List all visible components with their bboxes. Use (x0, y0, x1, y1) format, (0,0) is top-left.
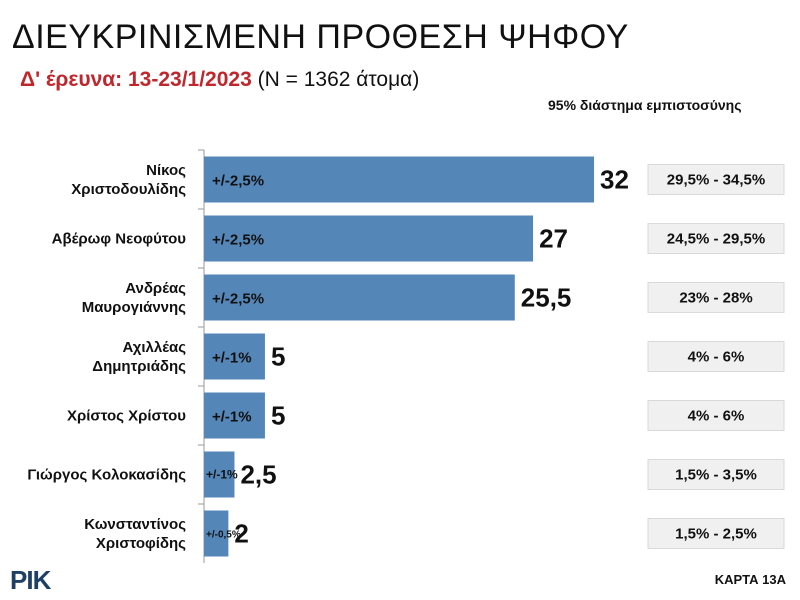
confidence-interval-label: 29,5% - 34,5% (667, 172, 765, 189)
sample-size-label: (Ν = 1362 άτομα) (251, 68, 420, 91)
value-label: 5 (271, 401, 285, 431)
value-label: 32 (600, 165, 629, 195)
confidence-interval-box (647, 341, 785, 372)
bar-1 (204, 215, 534, 262)
bar-0 (204, 156, 594, 203)
bar-3 (204, 333, 265, 380)
category-label: Ανδρέας Μαυρογιάννης (82, 280, 186, 316)
value-label: 27 (539, 224, 568, 254)
bar-4 (204, 392, 265, 439)
value-label: 5 (271, 342, 285, 372)
confidence-interval-box (647, 282, 785, 313)
page-title: ΔΙΕΥΚΡΙΝΙΣΜΕΝΗ ΠΡΟΘΕΣΗ ΨΗΦΟΥ (12, 18, 629, 56)
category-label: Γιώργος Κολοκασίδης (27, 467, 186, 484)
confidence-interval-label: 4% - 6% (688, 349, 745, 366)
confidence-interval-header: 95% διάστημα εμπιστοσύνης (548, 97, 742, 113)
bar-2 (204, 274, 515, 321)
category-label: Αχιλλέας Δημητριάδης (92, 339, 186, 375)
category-label: Νίκος Χριστοδουλίδης (71, 162, 186, 198)
value-label: 2,5 (240, 460, 276, 490)
bar-6 (204, 510, 229, 557)
confidence-interval-box (647, 223, 785, 254)
confidence-interval-label: 1,5% - 2,5% (675, 526, 757, 543)
margin-of-error-label: +/-2,5% (212, 232, 264, 249)
confidence-interval-label: 4% - 6% (688, 408, 745, 425)
margin-of-error-label: +/-1% (212, 409, 252, 426)
card-label: ΚΑΡΤΑ 13Α (714, 572, 786, 587)
margin-of-error-label: +/-2,5% (212, 291, 264, 308)
confidence-interval-box (647, 164, 785, 195)
confidence-interval-label: 23% - 28% (679, 290, 752, 307)
rik-logo: ΡΙΚ (10, 565, 51, 595)
confidence-interval-label: 24,5% - 29,5% (667, 231, 765, 248)
margin-of-error-label: +/-0,5% (206, 530, 241, 541)
category-label: Χρίστος Χρίστου (67, 408, 186, 425)
confidence-interval-box (647, 518, 785, 549)
margin-of-error-label: +/-1% (206, 468, 238, 482)
value-label: 25,5 (521, 283, 572, 313)
category-label: Αβέρωφ Νεοφύτου (52, 231, 187, 248)
confidence-interval-label: 1,5% - 3,5% (675, 467, 757, 484)
margin-of-error-label: +/-1% (212, 350, 252, 367)
category-label: Κωνσταντίνος Χριστοφίδης (84, 516, 186, 552)
confidence-interval-box (647, 400, 785, 431)
survey-date-label: Δ' έρευνα: 13-23/1/2023 (20, 68, 252, 91)
confidence-interval-box (647, 459, 785, 490)
survey-subtitle: Δ' έρευνα: 13-23/1/2023 (Ν = 1362 άτομα) (20, 68, 419, 92)
bar-5 (204, 451, 235, 498)
margin-of-error-label: +/-2,5% (212, 173, 264, 190)
value-label: 2 (234, 519, 248, 549)
